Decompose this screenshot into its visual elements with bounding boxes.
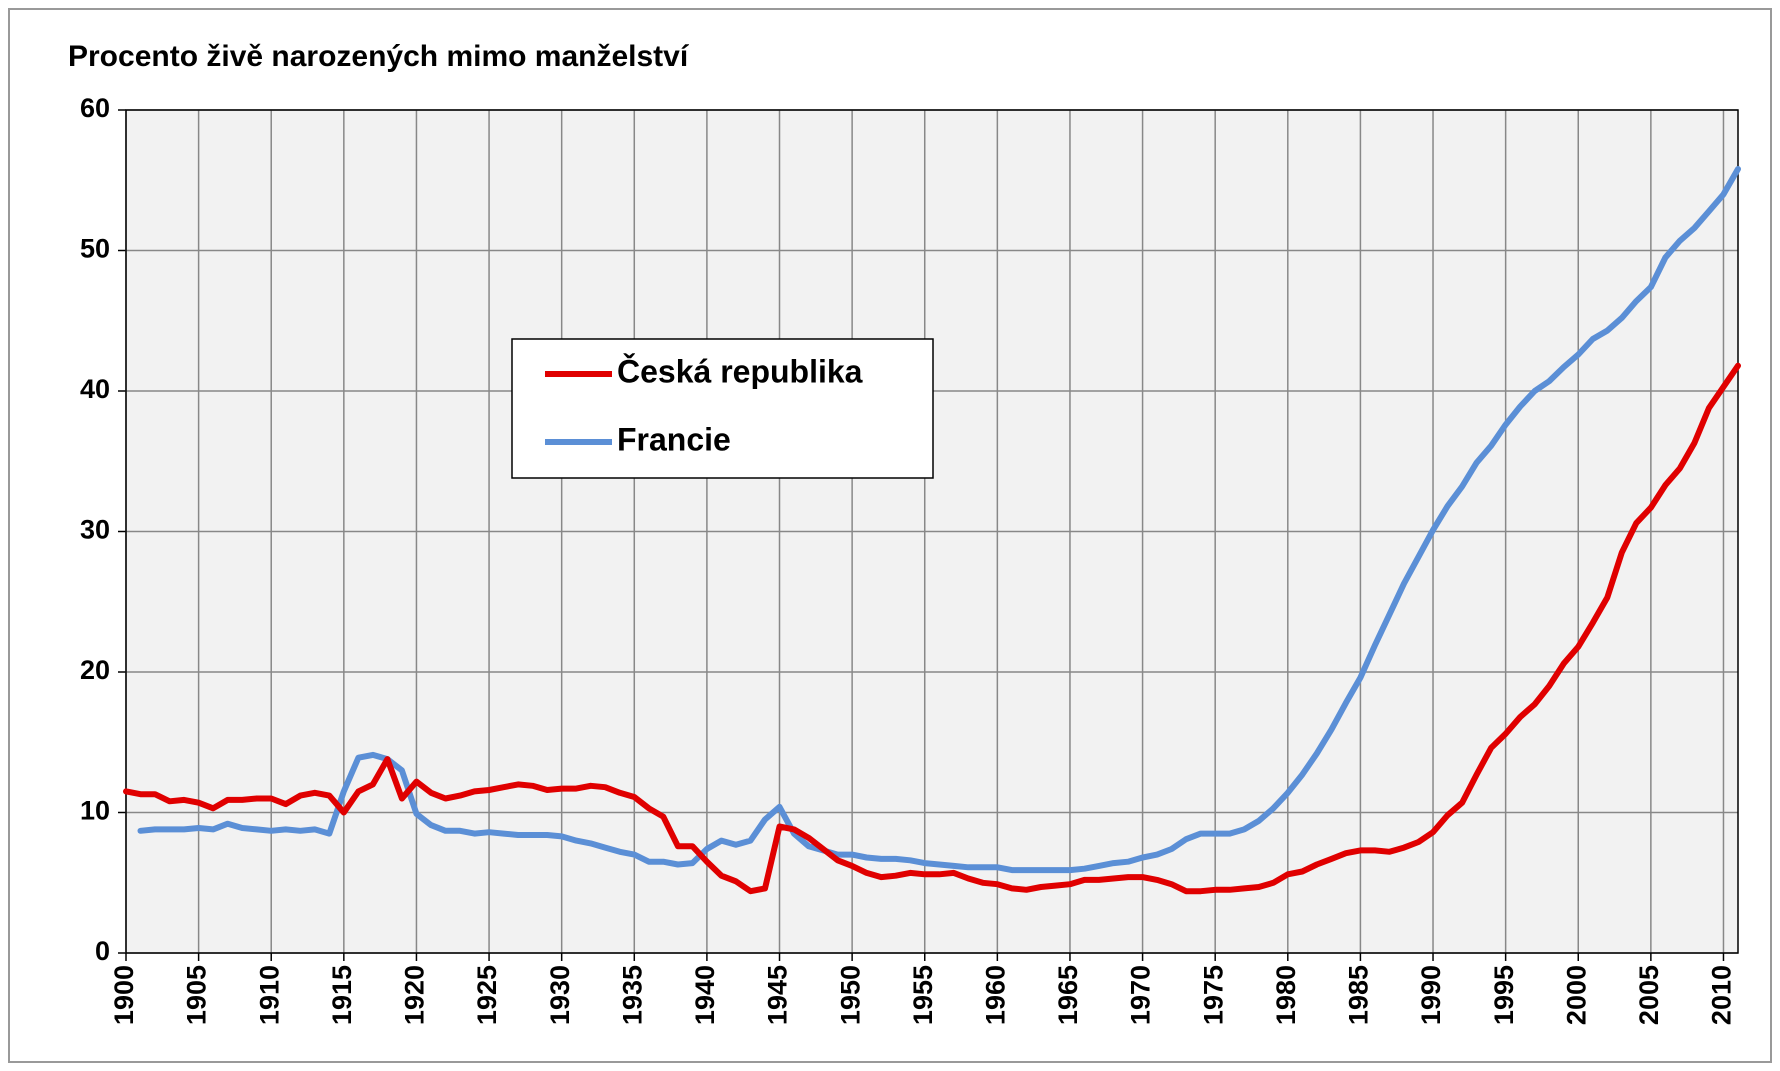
x-tick-label: 2000 — [1561, 965, 1591, 1025]
y-tick-label: 0 — [95, 936, 110, 966]
x-tick-label: 1990 — [1416, 965, 1446, 1025]
legend-label: Česká republika — [617, 353, 863, 389]
x-tick-label: 1900 — [109, 965, 139, 1025]
y-tick-label: 10 — [80, 796, 110, 826]
x-tick-label: 1915 — [327, 965, 357, 1025]
data-line — [123, 362, 1741, 895]
y-tick-label: 50 — [80, 234, 110, 264]
x-tick-label: 1935 — [617, 965, 647, 1025]
plot-border — [125, 109, 1739, 954]
x-tick-label: 1950 — [835, 965, 865, 1025]
x-tick-label: 2005 — [1634, 965, 1664, 1025]
x-tick-label: 1910 — [254, 965, 284, 1025]
x-tick-label: 1980 — [1271, 965, 1301, 1025]
y-tick-label: 60 — [80, 93, 110, 123]
y-tick-label: 40 — [80, 374, 110, 404]
legend-box — [511, 338, 934, 479]
data-line — [137, 166, 1741, 874]
x-tick-label: 1995 — [1489, 965, 1519, 1025]
x-tick-label: 1920 — [400, 965, 430, 1025]
x-tick-label: 1940 — [690, 965, 720, 1025]
x-tick-label: 1955 — [908, 965, 938, 1025]
x-tick-label: 1925 — [472, 965, 502, 1025]
x-tick-label: 1905 — [182, 965, 212, 1025]
y-tick-label: 20 — [80, 655, 110, 685]
legend: Česká republika Francie — [511, 338, 934, 479]
x-tick-label: 1960 — [980, 965, 1010, 1025]
x-tick-label: 1930 — [545, 965, 575, 1025]
x-tick-label: 1985 — [1344, 965, 1374, 1025]
chart-title: Procento živě narozených mimo manželství — [68, 40, 690, 73]
legend-label: Francie — [617, 421, 731, 457]
x-tick-label: 2010 — [1707, 965, 1737, 1025]
x-tick-label: 1970 — [1126, 965, 1156, 1025]
y-tick-label: 30 — [80, 515, 110, 545]
x-tick-label: 1975 — [1198, 965, 1228, 1025]
x-tick-label: 1945 — [763, 965, 793, 1025]
x-tick-label: 1965 — [1053, 965, 1083, 1025]
